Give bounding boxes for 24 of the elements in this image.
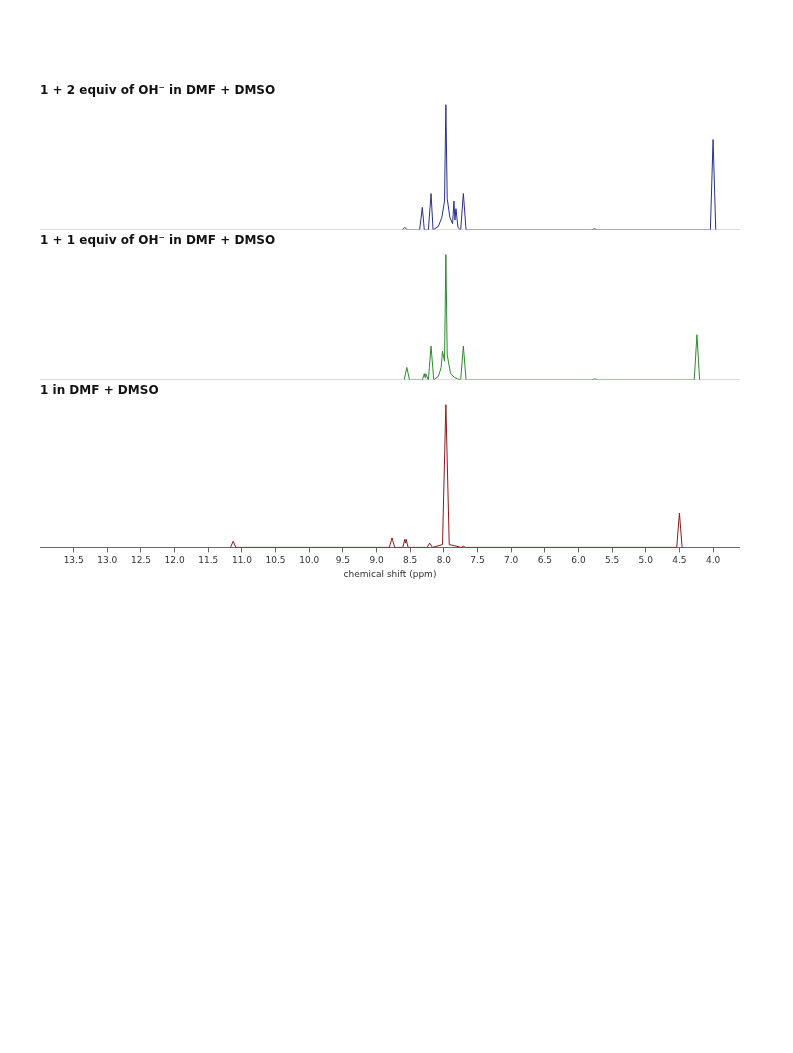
x-axis-title: chemical shift (ppm) [343,568,437,579]
x-tick-label: 4.5 [672,555,687,566]
x-tick-label: 9.0 [369,555,384,566]
x-tick-label: 8.5 [403,555,418,566]
x-tick-label: 10.0 [299,555,320,566]
x-tick-label: 8.0 [436,555,452,566]
x-tick-label: 6.0 [571,555,586,566]
x-tick-label: 5.0 [638,555,654,566]
x-tick-label: 11.5 [198,555,219,566]
x-tick-label: 5.5 [604,555,620,566]
x-tick-label: 9.5 [335,555,351,566]
x-tick-label: 13.5 [63,555,84,566]
x-tick-label: 12.5 [130,555,151,566]
chart-title: 1 + 1 equiv of OH⁻ in DMF + DMSO [40,233,276,248]
x-tick-label: 6.5 [537,555,552,566]
x-tick-label: 13.0 [97,555,118,566]
chart-title: 1 + 2 equiv of OH⁻ in DMF + DMSO [40,83,276,98]
x-tick-label: 12.0 [164,555,185,566]
x-tick-label: 10.5 [265,555,286,566]
chart-title: 1 in DMF + DMSO [40,383,159,398]
x-tick-label: 7.0 [503,555,519,566]
x-tick-label: 4.0 [705,555,721,566]
x-tick-label: 7.5 [470,555,485,566]
x-tick-label: 11.0 [231,555,253,566]
